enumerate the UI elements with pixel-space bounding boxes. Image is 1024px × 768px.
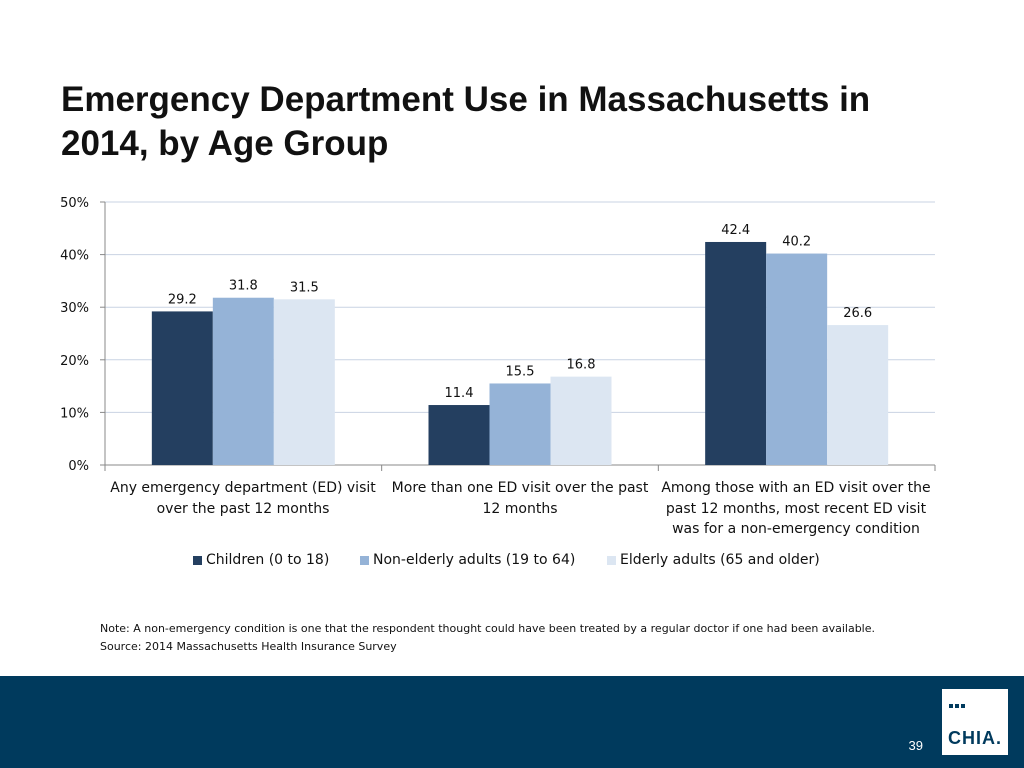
data-label: 16.8 — [567, 358, 596, 373]
data-label: 31.8 — [229, 279, 258, 294]
chia-logo: CHIA. — [942, 689, 1008, 755]
category-label-non-emergency: Among those with an ED visit over the pa… — [661, 480, 931, 537]
bar-chart: 0% 10% 20% 30% 40% 50% 29.2 11.4 42.4 31.8 15.5 40.… — [60, 196, 936, 474]
data-label: 29.2 — [168, 292, 197, 307]
data-label: 11.4 — [445, 386, 474, 401]
bar — [766, 253, 828, 465]
footer-band — [0, 676, 1024, 768]
legend-label-elderly-adults: Elderly adults (65 and older) — [620, 552, 820, 568]
bar — [705, 241, 767, 465]
page-number: 39 — [908, 738, 923, 753]
footnote: Note: A non-emergency condition is one t… — [100, 620, 960, 656]
legend-swatch-children — [193, 555, 202, 565]
category-label-any-visit: Any emergency department (ED) visit over… — [110, 480, 376, 517]
bar — [428, 405, 490, 465]
note-text: Note: A non-emergency condition is one t… — [100, 622, 875, 635]
legend-item-elderly-adults: Elderly adults (65 and older) — [607, 552, 820, 568]
y-tick-label: 50% — [60, 196, 89, 211]
data-label: 15.5 — [506, 364, 535, 379]
y-tick-label: 10% — [60, 406, 89, 421]
y-tick-label: 30% — [60, 301, 89, 316]
data-label: 40.2 — [782, 235, 811, 250]
data-label: 31.5 — [290, 280, 319, 295]
bar — [151, 311, 213, 465]
slide-title: Emergency Department Use in Massachusett… — [61, 80, 871, 163]
legend-item-children: Children (0 to 18) — [193, 552, 329, 568]
bar — [550, 376, 612, 465]
legend-label-non-elderly-adults: Non-elderly adults (19 to 64) — [373, 552, 576, 568]
y-tick-label: 0% — [68, 459, 89, 474]
bar — [273, 299, 335, 465]
legend-swatch-elderly-adults — [607, 555, 616, 565]
category-label-multiple-visits: More than one ED visit over the past 12 … — [391, 480, 649, 517]
data-label: 26.6 — [843, 306, 872, 321]
logo-dots-icon — [949, 695, 967, 713]
legend-label-children: Children (0 to 18) — [206, 552, 330, 568]
bar — [827, 325, 889, 465]
source-text: Source: 2014 Massachusetts Health Insura… — [100, 640, 397, 653]
chart-legend: Children (0 to 18) Non-elderly adults (1… — [0, 552, 1024, 572]
legend-swatch-non-elderly-adults — [360, 555, 369, 565]
bar — [489, 383, 551, 465]
y-tick-label: 40% — [60, 249, 89, 264]
y-tick-label: 20% — [60, 354, 89, 369]
data-label: 42.4 — [721, 223, 750, 238]
bar — [212, 297, 274, 465]
legend-item-non-elderly-adults: Non-elderly adults (19 to 64) — [360, 552, 575, 568]
logo-text: CHIA. — [948, 728, 1002, 748]
